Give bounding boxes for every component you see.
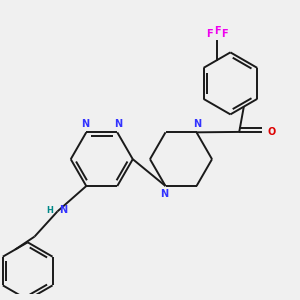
Text: N: N [114,119,122,129]
Text: N: N [59,205,67,215]
Text: N: N [194,119,202,129]
Text: F: F [206,29,212,40]
Text: F: F [214,26,220,36]
Text: N: N [81,119,89,129]
Text: H: H [46,206,53,215]
Text: N: N [160,190,168,200]
Text: F: F [222,29,228,40]
Text: O: O [268,127,276,137]
